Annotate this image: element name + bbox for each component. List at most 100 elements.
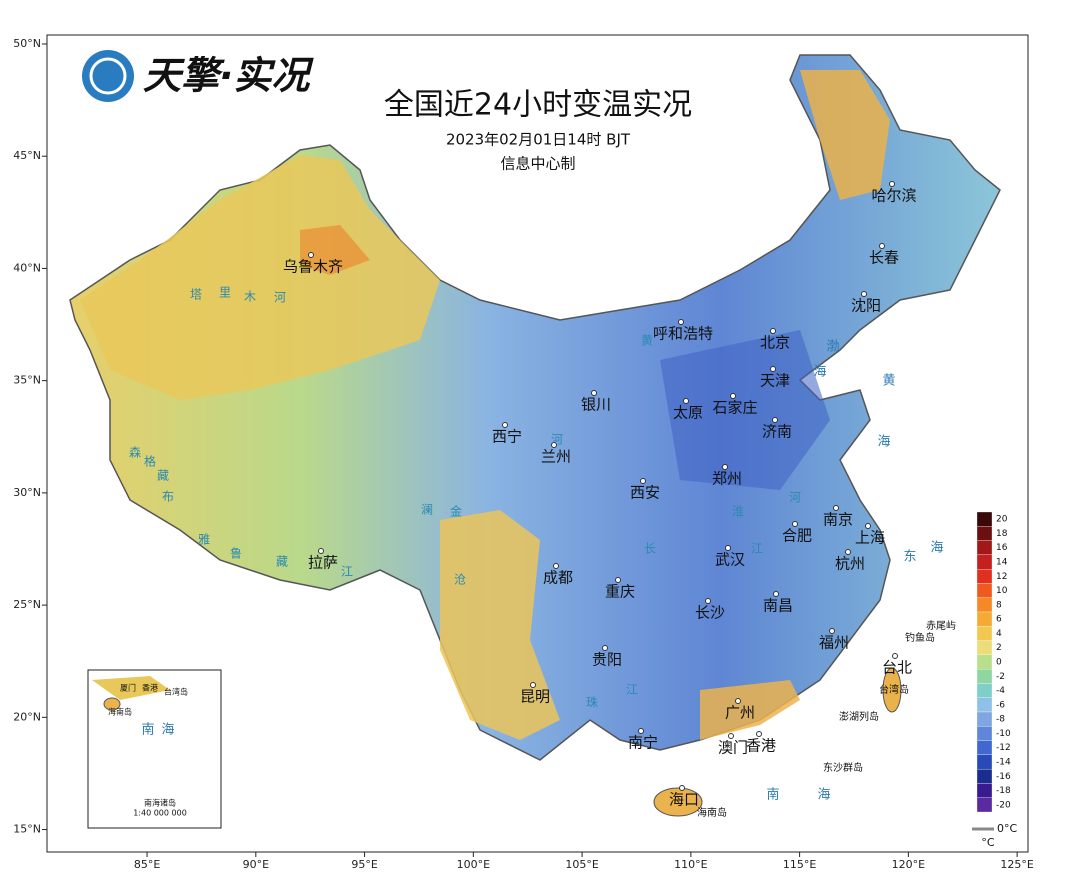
legend-swatch [976, 597, 993, 613]
y-tick-label: 30°N [13, 486, 41, 499]
legend-label: 0 [996, 658, 1002, 668]
river-label: 藏 [276, 555, 288, 569]
legend-label: -16 [996, 772, 1011, 782]
taiwan [882, 667, 902, 713]
city-dot [530, 682, 536, 688]
city-label: 呼和浩特 [653, 325, 713, 343]
legend-swatch [976, 768, 993, 784]
city-label: 北京 [760, 334, 790, 352]
island-label: 赤尾屿 [926, 620, 956, 632]
warm-area-south [700, 680, 800, 740]
source: 信息中心制 [500, 155, 575, 173]
x-tick-label: 125°E [1000, 858, 1033, 871]
river-label: 沧 [454, 572, 466, 587]
city-label: 长春 [869, 249, 899, 267]
city-label: 石家庄 [712, 399, 757, 417]
legend-swatch [976, 626, 993, 641]
city-label: 南昌 [763, 597, 793, 615]
legend-label: 18 [996, 529, 1008, 539]
city-dot [861, 291, 867, 297]
inset-label: 南海诸岛 [144, 798, 176, 808]
legend-swatch [976, 640, 993, 656]
legend-label: -4 [996, 686, 1005, 696]
y-tick-label: 50°N [13, 37, 41, 50]
city-dot [829, 628, 835, 634]
city-dot [722, 464, 728, 470]
legend-label: 2 [996, 643, 1002, 653]
city-dot [318, 548, 324, 554]
logo-text: 天擎·实况 [143, 54, 314, 98]
city-dot [553, 563, 559, 569]
river-label: 塔 [190, 288, 202, 302]
legend-label: -18 [996, 786, 1011, 796]
city-dot [728, 733, 734, 739]
island-label: 钓鱼岛 [905, 631, 935, 644]
warm-core [300, 225, 370, 275]
city-label: 广州 [725, 704, 755, 722]
river-label: 江 [341, 565, 353, 579]
island-label: 海南岛 [697, 806, 727, 819]
city-label: 香港 [746, 737, 776, 755]
legend-swatch [976, 568, 993, 584]
sea-label: 东 [903, 550, 916, 565]
legend-swatch [976, 583, 993, 598]
city-dot [683, 398, 689, 404]
river-label: 珠 [586, 696, 598, 710]
city-dot [892, 653, 898, 659]
river-label: 布 [162, 490, 174, 504]
inset-hainan [103, 697, 121, 711]
river-label: 河 [551, 433, 563, 447]
city-dot [879, 243, 885, 249]
river-label: 长 [644, 542, 656, 556]
city-dot [615, 577, 621, 583]
river-label: 江 [751, 542, 763, 556]
legend-label: -8 [996, 715, 1005, 725]
legend-swatch [976, 740, 993, 756]
legend-label: 4 [996, 629, 1002, 639]
legend-swatch [976, 668, 993, 684]
inset-frame [87, 669, 222, 829]
legend-label: -20 [996, 800, 1011, 810]
river-label: 江 [626, 683, 638, 697]
legend-swatch [976, 540, 993, 556]
city-label: 贵阳 [592, 651, 622, 669]
river-label: 格 [144, 454, 156, 469]
city-label: 重庆 [605, 583, 635, 601]
legend-swatch [976, 511, 993, 527]
city-label: 西宁 [492, 428, 522, 446]
city-label: 上海 [855, 529, 885, 547]
city-label: 南京 [823, 511, 853, 529]
sea-label: 南 [766, 787, 779, 803]
city-label: 武汉 [715, 551, 745, 569]
city-label: 沈阳 [851, 297, 881, 315]
legend-label: -6 [996, 700, 1005, 710]
warm-area-west [80, 155, 440, 400]
logo-icon-ring [89, 57, 127, 95]
inset-label: 台湾岛 [164, 687, 188, 697]
x-tick-label: 100°E [457, 858, 490, 871]
city-label: 拉萨 [308, 554, 338, 572]
city-dot [602, 645, 608, 651]
island-label: 澎湖列岛 [839, 710, 879, 723]
inset-land [92, 676, 170, 700]
city-label: 成都 [543, 569, 573, 587]
legend-label: -12 [996, 743, 1011, 753]
city-dot [725, 545, 731, 551]
city-label: 郑州 [712, 470, 742, 488]
cold-area [660, 330, 830, 490]
legend-swatch [976, 654, 993, 670]
river-label: 黄 [641, 334, 653, 348]
river-label: 藏 [157, 469, 169, 483]
warm-area-southwest [440, 510, 560, 740]
city-dot [679, 785, 685, 791]
legend-unit: °C [981, 836, 995, 849]
inset-label: 香港 [142, 683, 158, 693]
legend-swatch [976, 683, 993, 698]
x-tick-label: 85°E [134, 858, 160, 871]
city-label: 哈尔滨 [871, 187, 916, 205]
legend-label: 8 [996, 600, 1002, 610]
city-dot [792, 521, 798, 527]
x-tick-label: 110°E [674, 858, 707, 871]
legend-label: 20 [996, 515, 1008, 525]
subtitle: 2023年02月01日14时 BJT [446, 131, 631, 149]
